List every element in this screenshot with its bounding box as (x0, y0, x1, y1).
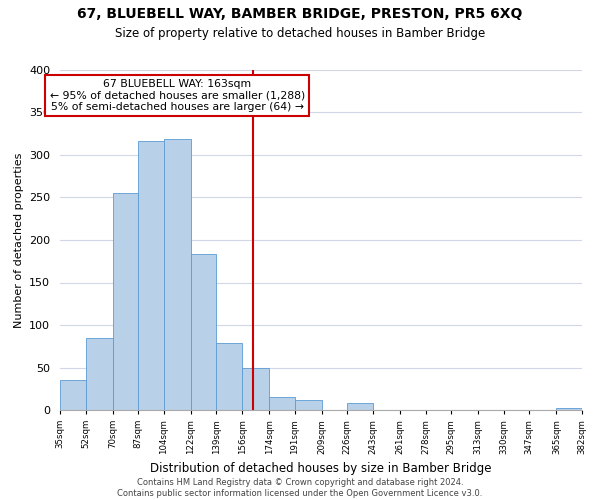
Bar (269, 397, 295, 410)
Bar (164, 139, 191, 410)
Bar (242, 368, 269, 410)
Y-axis label: Number of detached properties: Number of detached properties (14, 152, 23, 328)
Bar (113, 193, 138, 410)
Bar (191, 254, 217, 410)
Text: Contains HM Land Registry data © Crown copyright and database right 2024.
Contai: Contains HM Land Registry data © Crown c… (118, 478, 482, 498)
Bar (556, 408, 582, 410)
Bar (347, 403, 373, 410)
Bar (138, 142, 164, 410)
Bar (295, 400, 322, 410)
Text: 67 BLUEBELL WAY: 163sqm
← 95% of detached houses are smaller (1,288)
5% of semi-: 67 BLUEBELL WAY: 163sqm ← 95% of detache… (50, 79, 305, 112)
Bar (60, 380, 86, 410)
Bar (217, 343, 242, 410)
Text: 67, BLUEBELL WAY, BAMBER BRIDGE, PRESTON, PR5 6XQ: 67, BLUEBELL WAY, BAMBER BRIDGE, PRESTON… (77, 8, 523, 22)
X-axis label: Distribution of detached houses by size in Bamber Bridge: Distribution of detached houses by size … (150, 462, 492, 475)
Bar (86, 338, 113, 410)
Text: Size of property relative to detached houses in Bamber Bridge: Size of property relative to detached ho… (115, 28, 485, 40)
